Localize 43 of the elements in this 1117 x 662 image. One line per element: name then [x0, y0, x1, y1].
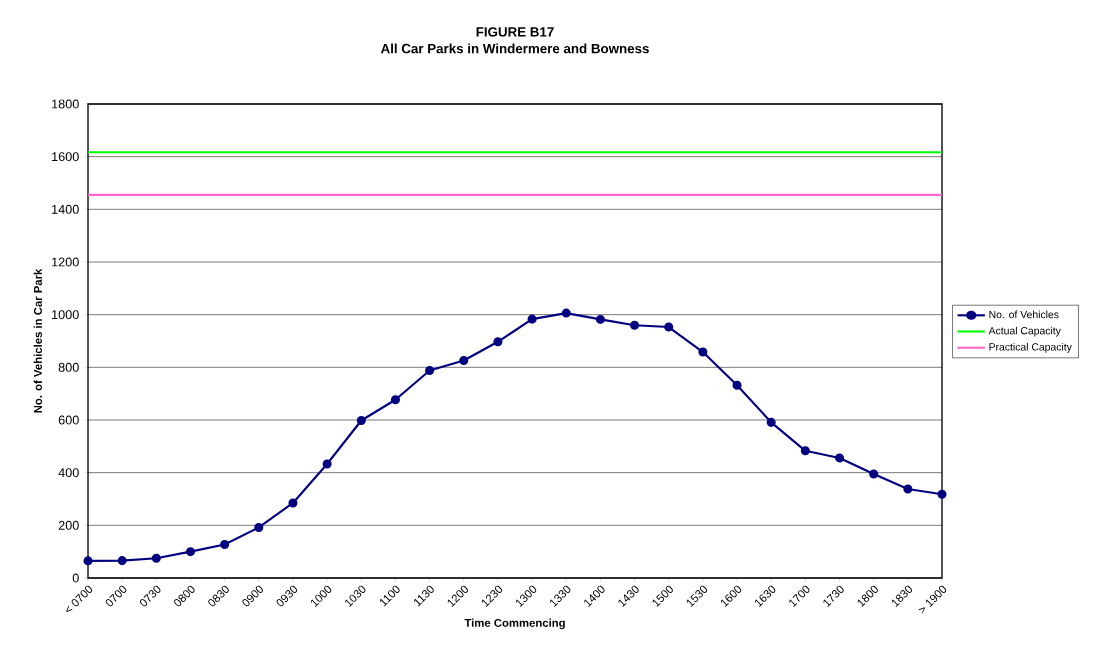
point	[185, 547, 196, 557]
point	[459, 355, 469, 366]
point	[869, 469, 879, 479]
y-tick-label: 0	[72, 573, 79, 583]
point	[220, 540, 230, 550]
point	[83, 556, 93, 566]
point	[766, 417, 776, 427]
legend-label: Practical Capacity	[989, 342, 1072, 353]
y-tick-label: 1800	[52, 99, 79, 109]
point	[117, 556, 127, 566]
legend-label: No. of Vehicles	[989, 310, 1059, 319]
point	[664, 322, 674, 332]
y-tick-label: 1000	[52, 310, 79, 320]
point	[254, 522, 264, 532]
x-axis-title: Time Commencing	[464, 618, 565, 630]
point	[937, 489, 947, 499]
y-tick-label: 200	[58, 520, 79, 530]
y-tick-label: 800	[58, 362, 79, 372]
point	[425, 365, 435, 376]
point	[493, 337, 503, 347]
point	[561, 308, 571, 318]
point	[595, 314, 605, 324]
y-tick-label: 1600	[52, 152, 79, 162]
point	[390, 395, 400, 405]
y-tick-label: 1200	[52, 257, 79, 267]
point	[698, 347, 708, 357]
point	[151, 553, 161, 563]
chart-subtitle: All Car Parks in Windermere and Bowness	[380, 43, 649, 54]
point	[630, 320, 640, 330]
point	[527, 314, 537, 324]
y-tick-label: 1400	[52, 204, 79, 214]
point	[834, 453, 845, 463]
point	[903, 484, 913, 494]
point	[322, 459, 332, 469]
y-tick-label: 600	[58, 415, 79, 425]
y-tick-label: 400	[58, 468, 79, 478]
point	[356, 415, 366, 426]
chart-title: FIGURE B17	[476, 27, 554, 37]
point	[288, 498, 298, 508]
y-axis-title: No. of Vehicles in Car Park	[33, 268, 42, 413]
legend-label: Actual Capacity	[988, 326, 1061, 337]
point	[800, 446, 810, 456]
point	[732, 380, 742, 390]
